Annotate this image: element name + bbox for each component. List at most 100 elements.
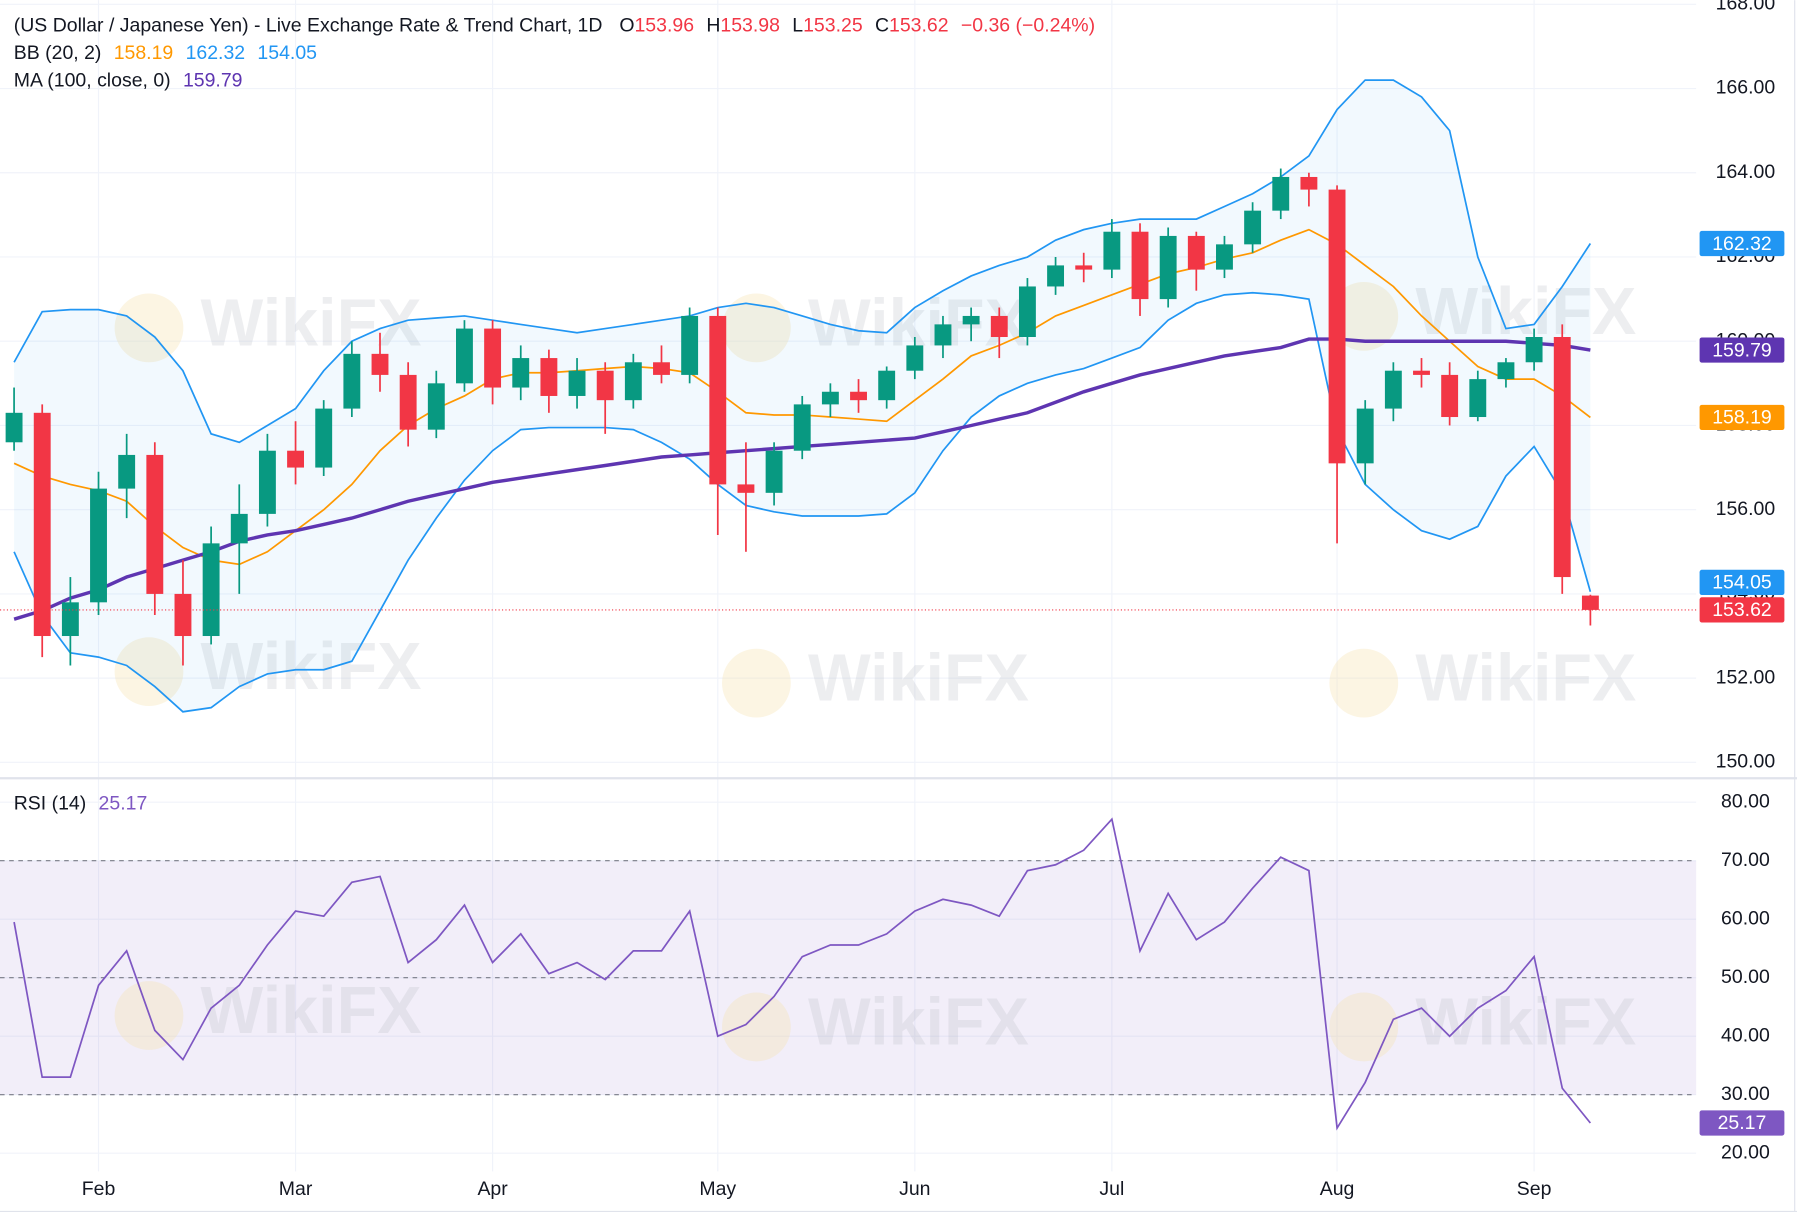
candle-body [1103, 231, 1121, 270]
legend-line: MA (100, close, 0) 159.79 [14, 70, 243, 92]
y-tick-label: 150.00 [1716, 751, 1776, 773]
candle-body [1216, 244, 1233, 270]
open-value: 153.96 [634, 15, 694, 37]
price-badge [1699, 404, 1785, 431]
price-badge-label: 159.79 [1712, 339, 1772, 361]
legend-value: 154.05 [257, 42, 317, 64]
watermark: WikiFX [1415, 275, 1636, 349]
candle-body [906, 345, 924, 371]
candle-body [962, 315, 980, 325]
candle-body [821, 391, 839, 405]
y-tick-label: 166.00 [1716, 77, 1776, 99]
y-tick-label: 40.00 [1721, 1024, 1770, 1046]
high-value: 153.98 [720, 15, 780, 37]
x-tick-label: Jul [1099, 1178, 1124, 1200]
candle-body [765, 450, 783, 493]
y-tick-label: 156.00 [1716, 498, 1776, 520]
candle-body [1553, 337, 1571, 578]
y-tick-label: 50.00 [1721, 966, 1770, 988]
candle-body [343, 353, 361, 409]
watermark: WikiFX [201, 286, 422, 360]
candle-body [371, 353, 389, 375]
watermark: WikiFX [201, 974, 422, 1048]
watermark-layer: WikiFX WikiFX WikiFX WikiFX WikiFX WikiFX Wiki… [114, 275, 1636, 1062]
y-tick-label: 164.00 [1716, 161, 1776, 183]
candle-body [287, 450, 305, 468]
watermark: WikiFX [1415, 642, 1636, 716]
y-tick-label: 70.00 [1721, 849, 1770, 871]
x-tick-label: Sep [1517, 1178, 1552, 1200]
candle-body [1300, 176, 1318, 190]
candle-body [1131, 231, 1149, 300]
y-tick-label: 152.00 [1716, 666, 1776, 688]
candle-body [709, 315, 727, 485]
indicator-line [13, 291, 1592, 713]
legend-line: RSI (14) 25.17 [14, 793, 148, 815]
candle-body [90, 488, 107, 603]
candle-body [934, 324, 952, 346]
price-badge-label: 158.19 [1712, 407, 1772, 429]
legend-line: BB (20, 2) 158.19 162.32 154.05 [14, 42, 317, 64]
header-line: (US Dollar / Japanese Yen) - Live Exchan… [14, 15, 1095, 37]
candle-body [174, 593, 192, 637]
candle-body [1075, 265, 1093, 270]
candle-body [793, 404, 811, 451]
candle-body [315, 408, 333, 468]
candle-body [1497, 362, 1515, 380]
chart-title: (US Dollar / Japanese Yen) - Live Exchan… [14, 15, 603, 37]
y-tick-label: 168.00 [1716, 0, 1776, 14]
watermark-logo [1329, 992, 1399, 1062]
candle-body [568, 370, 586, 396]
candle-body [258, 450, 276, 514]
watermark-logo [1329, 648, 1399, 718]
candle-body [427, 383, 445, 430]
candle-body [146, 454, 164, 594]
candle-body [456, 328, 473, 384]
watermark: WikiFX [808, 642, 1029, 716]
candle-body [1159, 235, 1177, 300]
data-layer [0, 79, 1697, 1131]
watermark-logo [722, 992, 791, 1062]
candle-body [624, 362, 642, 401]
watermark-logo [114, 293, 184, 363]
candle-body [878, 370, 896, 401]
price-badge [1699, 569, 1785, 596]
candle-body [1469, 379, 1487, 418]
candle-body [1244, 210, 1262, 245]
watermark: WikiFX [201, 630, 422, 704]
candle-body [118, 454, 136, 489]
price-badge-label: 154.05 [1712, 572, 1772, 594]
grid-layer [0, 0, 1697, 1172]
candle-body [1441, 374, 1459, 418]
candle-body [1328, 189, 1346, 464]
watermark-logo [114, 637, 184, 707]
candle-body [484, 328, 502, 388]
candle-body [1525, 337, 1543, 363]
candle-body [1047, 265, 1065, 287]
ohlc-label: O [619, 15, 634, 37]
price-badge-label: 153.62 [1712, 599, 1772, 621]
legend-value: 25.17 [99, 793, 148, 815]
price-badge [1699, 230, 1785, 257]
x-tick-label: Mar [279, 1178, 313, 1200]
y-tick-label: 20.00 [1721, 1141, 1770, 1163]
legend-value: 159.79 [183, 70, 243, 92]
candle-body [399, 374, 417, 430]
legend-name: RSI (14) [14, 793, 87, 815]
legend-name: BB (20, 2) [14, 42, 102, 64]
y-tick-label: 30.00 [1721, 1083, 1770, 1105]
candle-body [512, 358, 530, 388]
legend-value: 158.19 [114, 42, 174, 64]
price-badge [1699, 1110, 1785, 1136]
candle-body [1018, 286, 1036, 338]
low-value: 153.25 [803, 15, 863, 37]
candle-body [737, 484, 755, 493]
candle-body [596, 370, 614, 401]
watermark-logo [722, 293, 791, 363]
ohlc-label: C [875, 15, 889, 37]
candle-body [1187, 235, 1205, 270]
candle-body [1413, 370, 1430, 375]
price-badge-label: 162.32 [1712, 233, 1772, 255]
